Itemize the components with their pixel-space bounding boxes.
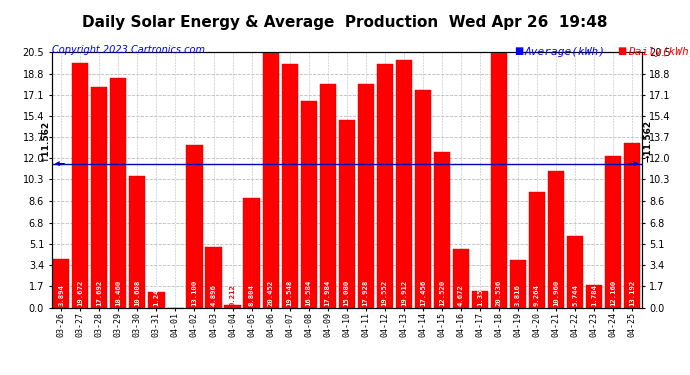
Text: ■: ■: [514, 46, 523, 56]
Text: Average(kWh): Average(kWh): [524, 47, 605, 57]
Text: 3.894: 3.894: [58, 284, 64, 306]
Bar: [377, 64, 393, 308]
Bar: [510, 260, 526, 308]
Bar: [415, 90, 431, 308]
Text: 13.100: 13.100: [192, 280, 197, 306]
Bar: [586, 285, 602, 308]
Text: 15.080: 15.080: [344, 280, 350, 306]
Text: 8.804: 8.804: [248, 284, 255, 306]
Bar: [53, 259, 70, 308]
Text: 4.896: 4.896: [210, 284, 217, 306]
Text: 18.460: 18.460: [115, 280, 121, 306]
Text: 19.548: 19.548: [286, 280, 293, 306]
Text: 12.160: 12.160: [610, 280, 616, 306]
Bar: [624, 143, 640, 308]
Bar: [224, 305, 241, 308]
Text: 19.672: 19.672: [77, 280, 83, 306]
Text: 10.960: 10.960: [553, 280, 559, 306]
Bar: [396, 60, 412, 308]
Text: 16.584: 16.584: [306, 280, 312, 306]
Bar: [186, 144, 203, 308]
Text: 17.984: 17.984: [325, 280, 331, 306]
Bar: [262, 53, 279, 307]
Text: 1.784: 1.784: [591, 284, 597, 306]
Text: 19.912: 19.912: [401, 280, 407, 306]
Text: Copyright 2023 Cartronics.com: Copyright 2023 Cartronics.com: [52, 45, 205, 55]
Text: 10.608: 10.608: [135, 280, 140, 306]
Text: Daily Solar Energy & Average  Production  Wed Apr 26  19:48: Daily Solar Energy & Average Production …: [82, 15, 608, 30]
Text: 5.744: 5.744: [572, 284, 578, 306]
Text: 17.456: 17.456: [420, 280, 426, 306]
Bar: [282, 64, 297, 308]
Bar: [319, 84, 336, 308]
Text: 1.352: 1.352: [477, 284, 483, 306]
Text: 12.520: 12.520: [439, 280, 445, 306]
Text: 20.536: 20.536: [496, 280, 502, 306]
Bar: [206, 247, 221, 308]
Bar: [548, 171, 564, 308]
Bar: [491, 52, 507, 308]
Bar: [605, 156, 621, 308]
Text: 4.672: 4.672: [458, 284, 464, 306]
Text: 17.692: 17.692: [97, 280, 102, 306]
Bar: [434, 152, 450, 308]
Bar: [148, 292, 164, 308]
Text: →11.562: →11.562: [644, 120, 653, 162]
Bar: [357, 84, 374, 308]
Bar: [453, 249, 469, 308]
Text: 20.452: 20.452: [268, 280, 274, 306]
Text: 3.816: 3.816: [515, 284, 521, 306]
Text: Daily(kWh): Daily(kWh): [628, 47, 690, 57]
Bar: [529, 192, 545, 308]
Bar: [110, 78, 126, 308]
Text: 0.212: 0.212: [230, 284, 235, 306]
Text: ↑11.562: ↑11.562: [41, 120, 50, 162]
Bar: [301, 101, 317, 308]
Bar: [472, 291, 488, 308]
Text: 1.244: 1.244: [153, 284, 159, 306]
Text: 19.552: 19.552: [382, 280, 388, 306]
Text: ■: ■: [618, 46, 627, 56]
Bar: [339, 120, 355, 308]
Bar: [91, 87, 108, 308]
Text: 13.192: 13.192: [629, 280, 635, 306]
Text: 9.264: 9.264: [534, 284, 540, 306]
Bar: [567, 236, 583, 308]
Bar: [129, 176, 146, 308]
Bar: [244, 198, 259, 308]
Bar: [72, 63, 88, 308]
Text: 17.928: 17.928: [363, 280, 368, 306]
